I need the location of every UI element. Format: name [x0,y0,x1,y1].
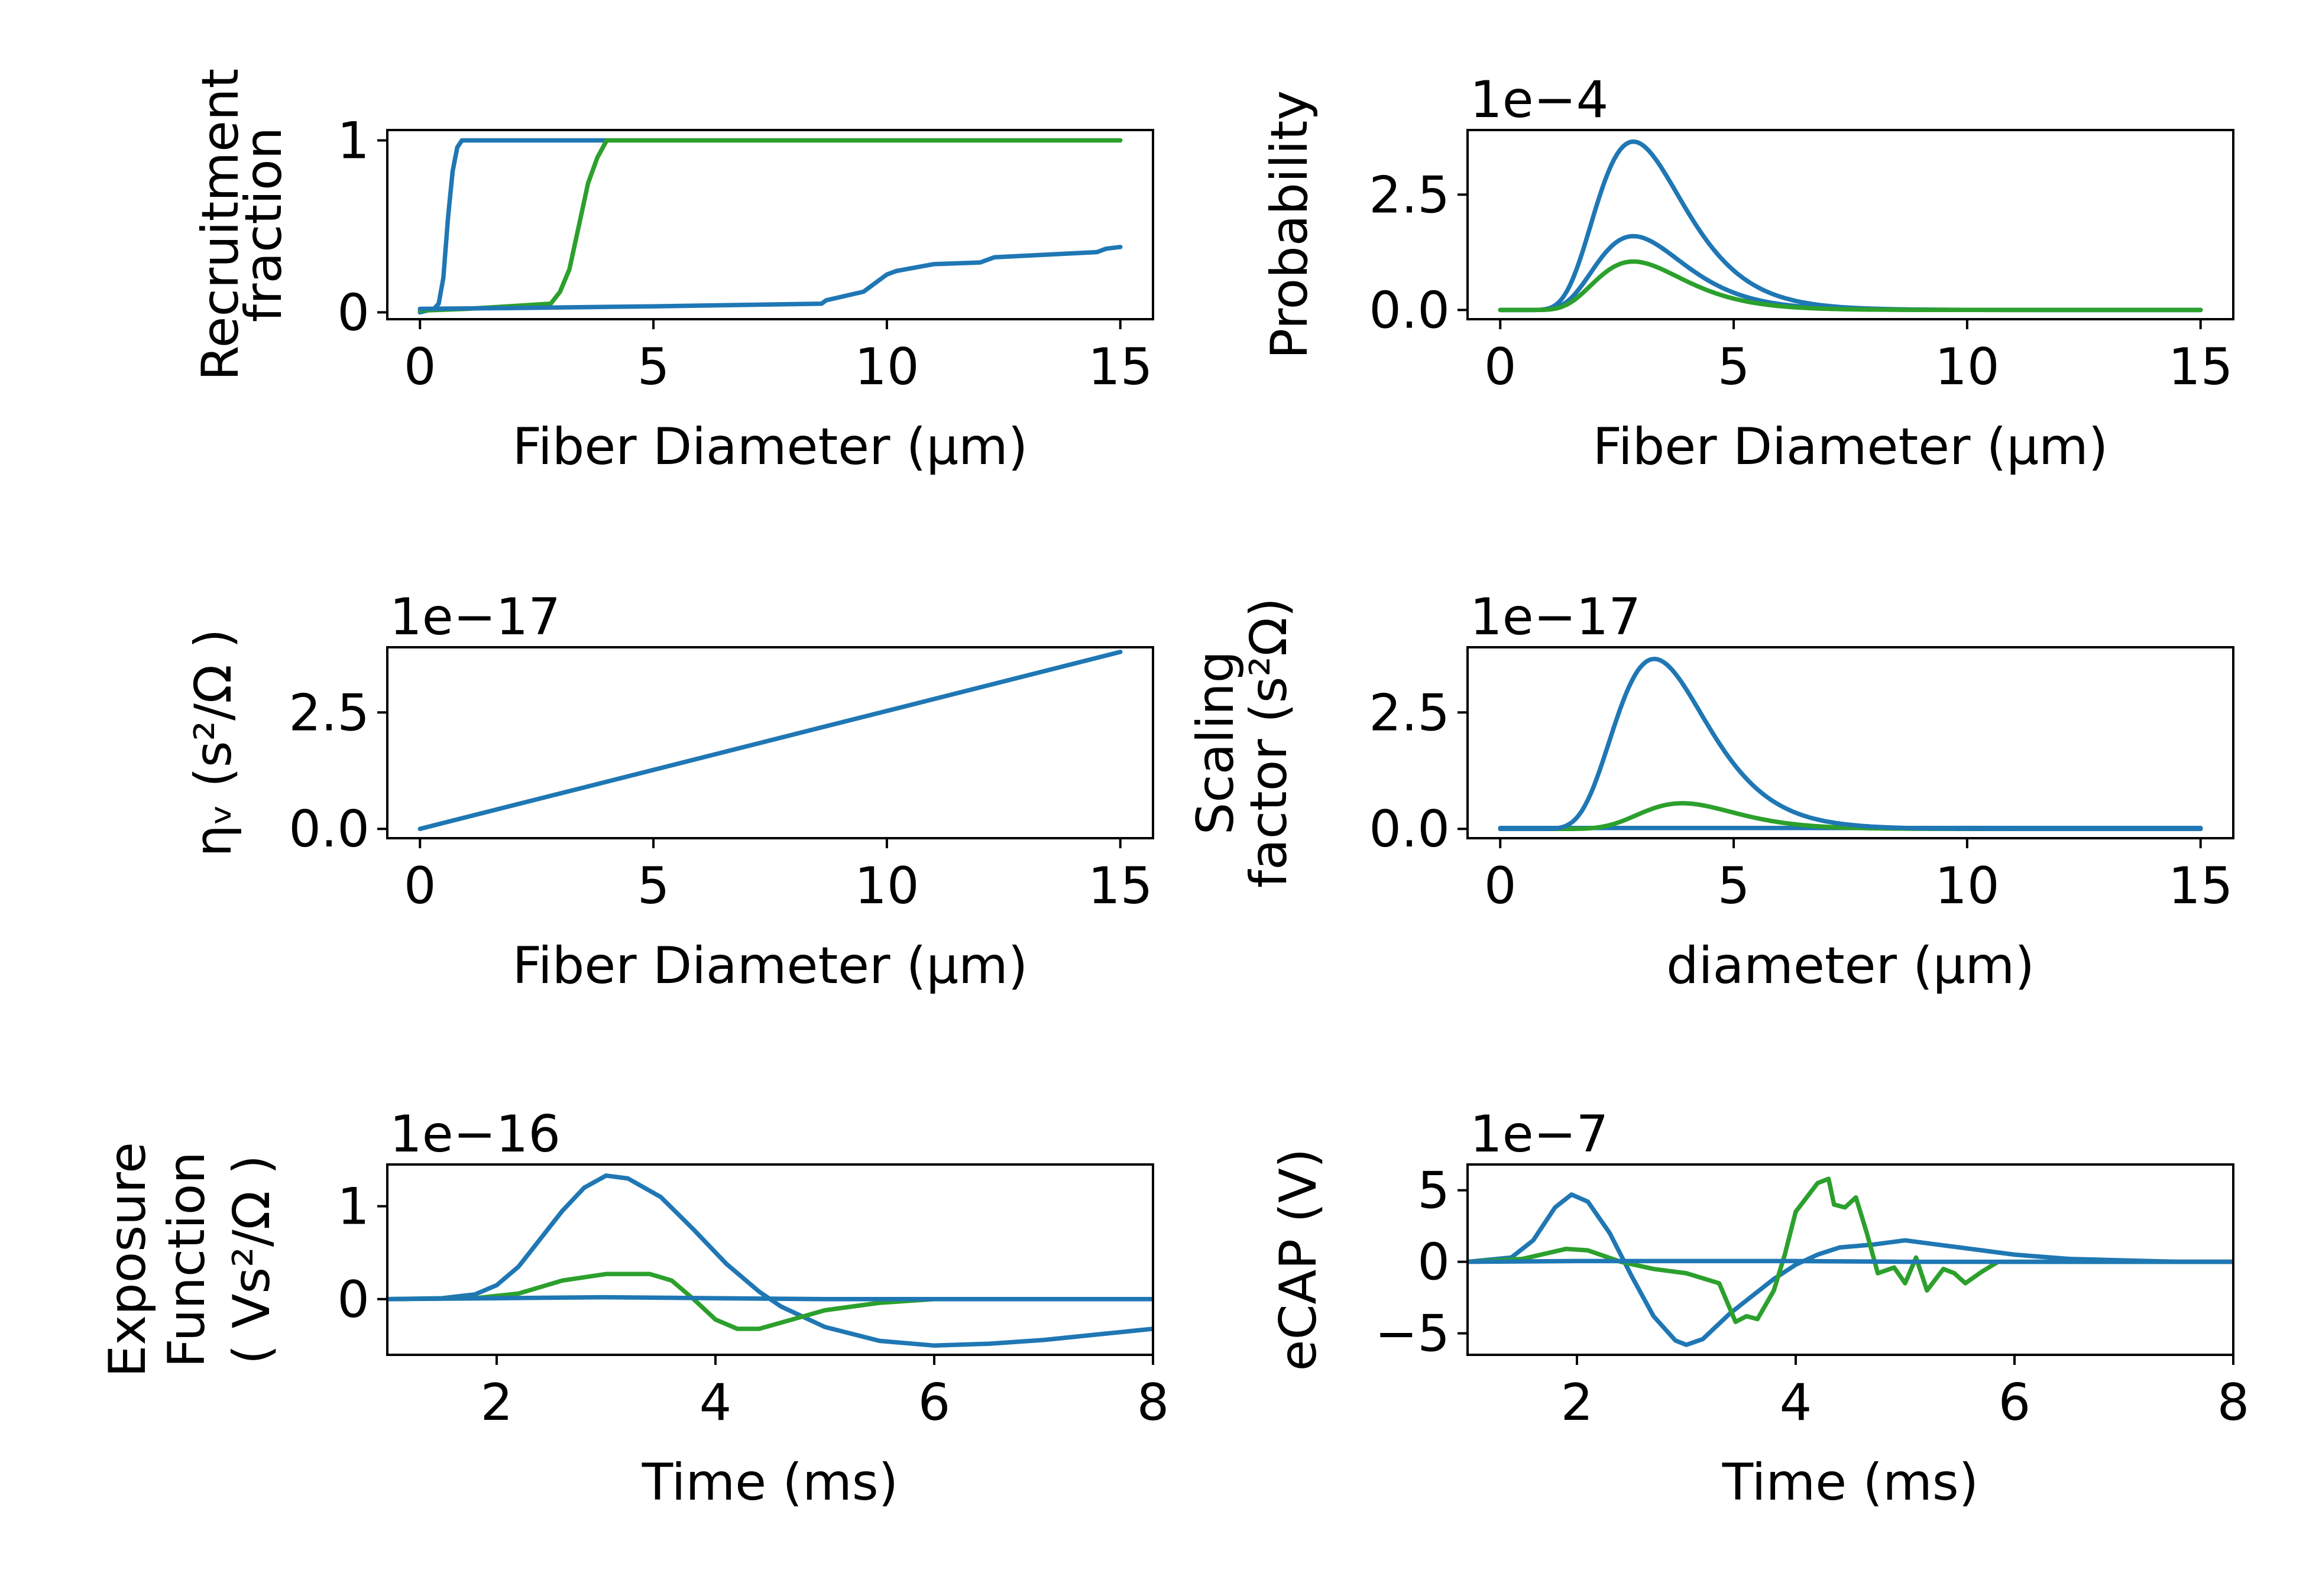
y-tick-label: 0.0 [1369,800,1450,859]
axes-frame [386,129,1154,320]
x-tick-label: 4 [699,1373,732,1432]
x-tick-label: 10 [854,338,919,397]
x-tick-label: 5 [1718,338,1750,397]
axis-offset-text: 1e−17 [1470,588,1641,647]
x-axis-label: diameter (μm) [1666,936,2035,995]
y-tick-label: 0 [1417,1233,1450,1292]
axes-frame [386,1163,1154,1356]
x-tick-label: 8 [1137,1373,1170,1432]
panel-recruitment-fraction: 0 5 10 15 0 1 Fiber Diameter (μm) Recruitmentfr… [191,69,1154,476]
x-tick-label: 5 [1718,857,1750,916]
y-tick-label: 2.5 [289,683,370,742]
x-tick-label: 15 [2168,857,2233,916]
x-tick-label: 2 [481,1373,513,1432]
y-tick-label: 1 [337,1177,370,1237]
x-tick-label: 6 [1999,1373,2031,1432]
x-axis-label: Fiber Diameter (μm) [513,417,1028,476]
x-tick-label: 10 [854,857,919,916]
panel-ecap: 2 4 6 8 −5 0 5 Time (ms) eCAP (V) 1e−7 [1269,1105,2249,1512]
y-axis-label: eCAP (V) [1269,1149,1328,1371]
y-axis-label: ( Vs²/Ω ) [222,1155,281,1365]
axes-frame [1466,646,2234,839]
x-tick-label: 0 [1484,338,1517,397]
y-tick-label: −5 [1375,1305,1450,1364]
series-line-3 [1498,259,2203,313]
x-axis-label: Time (ms) [642,1453,899,1512]
axis-offset-text: 1e−17 [390,588,561,647]
x-axis-label: Time (ms) [1722,1453,1979,1512]
x-tick-label: 0 [404,857,436,916]
y-tick-label: 5 [1417,1162,1450,1221]
series-line-3 [1498,656,2203,831]
x-axis-label: Fiber Diameter (μm) [1593,417,2109,476]
axes-frame [386,646,1154,839]
y-tick-label: 1 [337,111,370,170]
panel-probability: 0 5 10 15 0.0 2.5 Fiber Diameter (μm) Probabili… [1260,70,2234,476]
x-tick-label: 10 [1935,857,1999,916]
axes-frame [1466,129,2234,320]
series-line-2 [1468,1176,2233,1325]
y-axis-label: Scaling [1186,651,1245,835]
y-axis-label: Exposure [98,1142,157,1377]
x-tick-label: 15 [1088,857,1152,916]
x-tick-label: 8 [2217,1373,2250,1432]
x-tick-label: 2 [1561,1373,1594,1432]
y-tick-label: 0.0 [1369,281,1450,340]
y-axis-label: ηᵥ (s²/Ω ) [184,628,243,857]
x-tick-label: 6 [918,1373,951,1432]
y-tick-label: 0.0 [289,800,370,859]
series-line-3 [387,1295,1153,1302]
y-tick-label: 0 [337,283,370,342]
y-tick-label: 2.5 [1369,683,1450,742]
axes-frame [1466,1163,2234,1356]
y-axis-label: factor (s²Ω) [1239,598,1298,888]
y-axis-label: Probability [1260,90,1319,359]
axis-offset-text: 1e−16 [390,1105,561,1164]
y-axis-label: fraction [234,127,293,322]
series-line-3 [417,245,1123,312]
x-tick-label: 15 [2168,338,2233,397]
axis-offset-text: 1e−4 [1470,70,1608,129]
x-tick-label: 10 [1935,338,1999,397]
y-tick-label: 2.5 [1369,166,1450,225]
x-tick-label: 0 [1484,857,1517,916]
y-axis-label: Recruitment [191,69,250,381]
x-tick-label: 4 [1780,1373,1812,1432]
axis-offset-text: 1e−7 [1470,1105,1608,1164]
series-line-2 [387,1271,1153,1331]
series-line-1 [1468,1192,2233,1347]
series-line-1 [387,1173,1153,1348]
x-axis-label: Fiber Diameter (μm) [513,936,1028,995]
panel-exposure-function: 2 4 6 8 0 1 Time (ms) Exposure Function( Vs²/Ω )… [98,1105,1169,1512]
y-tick-label: 0 [337,1270,370,1329]
series-line-1 [417,650,1123,831]
x-tick-label: 5 [637,857,670,916]
x-tick-label: 5 [637,338,670,397]
x-tick-label: 0 [404,338,436,397]
panel-eta-v: 0 5 10 15 0.0 2.5 Fiber Diameter (μm) ηᵥ (s²/Ω … [184,588,1154,995]
y-axis-label: Function [157,1151,216,1368]
x-tick-label: 15 [1088,338,1152,397]
